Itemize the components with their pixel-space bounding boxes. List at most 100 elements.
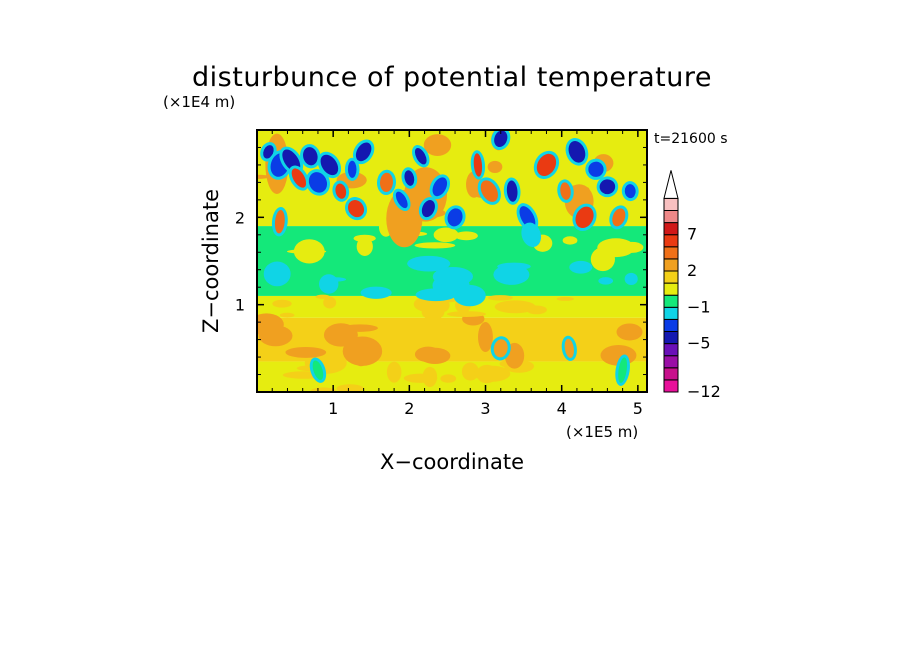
colorbar-swatch bbox=[663, 294, 679, 308]
field-patch bbox=[257, 313, 284, 336]
field-patch bbox=[440, 374, 457, 383]
field-feature bbox=[291, 168, 307, 188]
field-patch bbox=[494, 300, 536, 314]
field-patch bbox=[414, 242, 456, 249]
colorbar-swatch bbox=[663, 367, 679, 381]
field-patch bbox=[598, 277, 614, 285]
field-patch bbox=[279, 312, 295, 318]
field-patch bbox=[263, 261, 291, 287]
colorbar-swatch bbox=[663, 222, 679, 236]
field-patch bbox=[403, 373, 438, 383]
colorbar-swatch bbox=[663, 210, 679, 224]
y-axis-label: Z−coordinate bbox=[199, 189, 223, 333]
colorbar-swatch bbox=[663, 270, 679, 284]
colorbar-swatch bbox=[663, 234, 679, 248]
field-feature bbox=[347, 160, 357, 178]
field-patch bbox=[386, 361, 402, 383]
field-feature bbox=[560, 182, 571, 200]
field-patch bbox=[433, 227, 459, 243]
field-feature bbox=[624, 184, 636, 199]
colorbar-swatch bbox=[663, 318, 679, 332]
field-patch bbox=[323, 323, 358, 347]
colorbar-swatch bbox=[663, 282, 679, 296]
field-feature bbox=[395, 191, 408, 209]
field-feature bbox=[421, 200, 435, 218]
field-patch bbox=[562, 236, 578, 245]
field-patch bbox=[620, 241, 644, 253]
field-feature bbox=[480, 180, 498, 202]
colorbar-swatch bbox=[663, 258, 679, 272]
colorbar-label: 2 bbox=[687, 261, 697, 280]
field-feature bbox=[379, 172, 393, 193]
colorbar-swatch bbox=[663, 246, 679, 260]
x-tick-label: 3 bbox=[480, 399, 490, 418]
field-patch bbox=[474, 365, 511, 382]
field-patch bbox=[310, 387, 337, 392]
x-tick-label: 5 bbox=[633, 399, 643, 418]
field-feature bbox=[447, 208, 463, 227]
field-feature bbox=[568, 141, 586, 163]
field-patch bbox=[257, 174, 271, 179]
colorbar-arrow bbox=[663, 170, 679, 199]
field-patch bbox=[487, 160, 503, 173]
colorbar-swatch bbox=[663, 343, 679, 357]
field-patch bbox=[461, 362, 479, 381]
field-feature bbox=[536, 153, 557, 177]
field-feature bbox=[274, 209, 285, 234]
field-feature bbox=[312, 360, 324, 380]
field-feature bbox=[493, 339, 508, 358]
x-tick-label: 1 bbox=[328, 399, 338, 418]
x-tick-label: 4 bbox=[557, 399, 567, 418]
colorbar-swatch bbox=[663, 306, 679, 320]
field-feature bbox=[404, 170, 415, 186]
y-tick-label: 1 bbox=[235, 296, 245, 315]
field-feature bbox=[564, 338, 574, 358]
field-patch bbox=[453, 284, 486, 307]
field-feature bbox=[588, 161, 604, 177]
field-feature bbox=[494, 130, 508, 148]
colorbar-label: −12 bbox=[687, 382, 721, 401]
x-scale-label: (×1E5 m) bbox=[566, 423, 638, 441]
field-feature bbox=[524, 225, 539, 245]
field-feature bbox=[612, 208, 626, 227]
field-feature bbox=[414, 147, 427, 165]
field-patch bbox=[323, 296, 337, 309]
field-patch bbox=[293, 239, 325, 264]
field-patch bbox=[336, 384, 364, 392]
colorbar-swatch bbox=[663, 197, 679, 211]
x-axis-label: X−coordinate bbox=[380, 450, 524, 474]
x-tick-label: 2 bbox=[404, 399, 414, 418]
field-patch bbox=[356, 237, 373, 256]
field-patch bbox=[624, 272, 638, 286]
field-patch bbox=[616, 323, 643, 341]
colorbar-swatch bbox=[663, 355, 679, 369]
field-patch bbox=[423, 134, 452, 156]
plot-frame bbox=[256, 129, 648, 393]
colorbar-swatch bbox=[663, 379, 679, 393]
field-patch bbox=[478, 322, 493, 353]
y-scale-label: (×1E4 m) bbox=[163, 93, 235, 111]
colorbar-label: 7 bbox=[687, 225, 697, 244]
field-feature bbox=[303, 147, 318, 166]
field-feature bbox=[473, 153, 483, 177]
field-patch bbox=[446, 311, 486, 318]
field-patch bbox=[360, 286, 392, 299]
field-feature bbox=[506, 180, 518, 202]
field-feature bbox=[599, 179, 616, 195]
y-tick-label: 2 bbox=[235, 208, 245, 227]
chart-title: disturbunce of potential temperature bbox=[192, 62, 712, 93]
colorbar-label: −1 bbox=[687, 297, 711, 316]
axis-ticks: 1 2 3 4 5 1 2 bbox=[235, 130, 647, 418]
field-feature bbox=[618, 357, 628, 383]
field-patch bbox=[342, 336, 383, 366]
colorbar: −12−5−127 bbox=[663, 170, 721, 401]
field-feature bbox=[263, 145, 274, 159]
field-feature bbox=[308, 172, 328, 193]
field-patch bbox=[556, 296, 574, 301]
field-patch bbox=[419, 347, 451, 365]
plot-area bbox=[257, 130, 647, 392]
field-feature bbox=[355, 142, 372, 162]
colorbar-swatch bbox=[663, 331, 679, 345]
field-patch bbox=[432, 266, 473, 287]
